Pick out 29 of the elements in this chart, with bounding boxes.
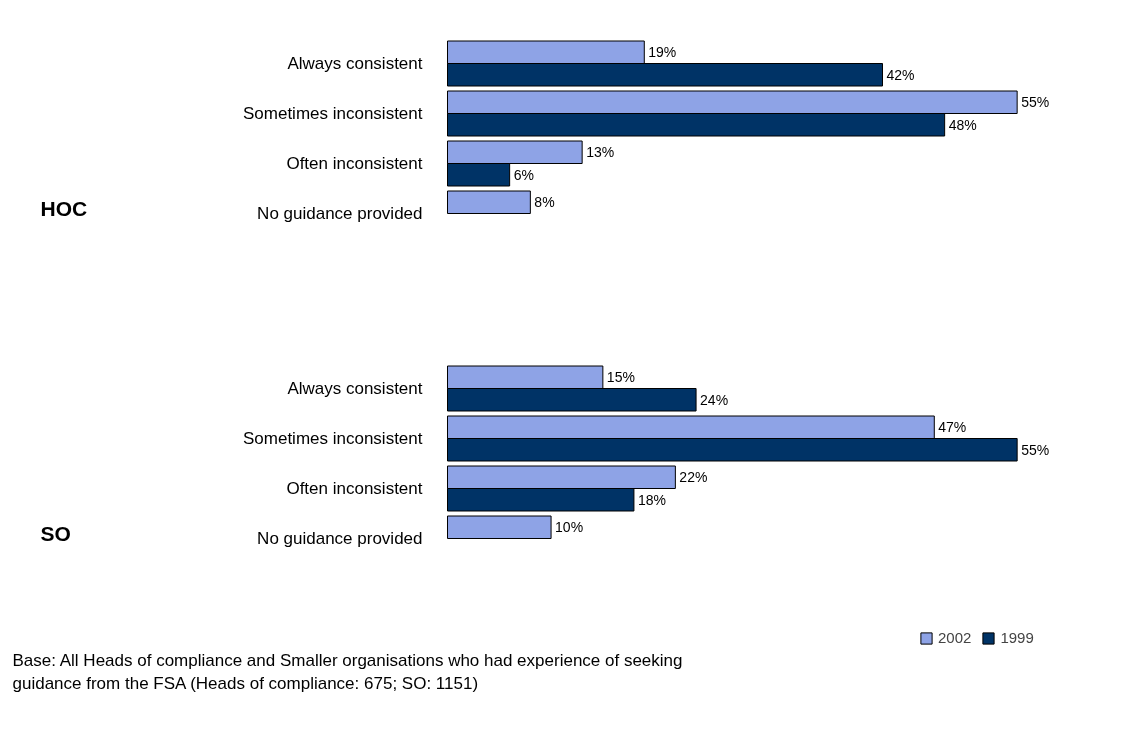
data-label: 18% <box>637 491 666 508</box>
data-label: 47% <box>938 419 967 436</box>
y-tick-label: Always consistent <box>287 379 423 398</box>
y-axis-title: SO <box>40 522 71 545</box>
y-tick-label: Always consistent <box>287 54 423 73</box>
data-label: 48% <box>948 116 977 133</box>
data-label: 13% <box>586 144 615 161</box>
data-label: 55% <box>1021 441 1050 458</box>
legend-label: 2002 <box>938 629 972 646</box>
text: Base: All Heads of compliance and Smaller organisations who had experience of seeking guidance from the FSA (Heads of compliance: 675; SO: 1151) <box>12 650 683 694</box>
y-tick-label: No guidance provided <box>257 204 423 223</box>
y-tick-label: Often inconsistent <box>286 154 423 173</box>
data-label: 24% <box>700 391 729 408</box>
legend-label: 1999 <box>1000 629 1034 646</box>
data-label: 6% <box>513 166 534 183</box>
y-tick-label: No guidance provided <box>257 529 423 548</box>
data-label: 8% <box>534 194 555 211</box>
data-label: 22% <box>679 469 708 486</box>
bar <box>447 515 552 539</box>
data-label: 15% <box>606 369 635 386</box>
y-tick-label: Often inconsistent <box>286 479 423 498</box>
data-label: 19% <box>648 44 677 61</box>
y-axis-title: HOC <box>40 197 88 220</box>
y-tick-label: Sometimes inconsistent <box>242 429 423 448</box>
data-label: 55% <box>1021 94 1050 111</box>
data-label: 42% <box>886 66 915 83</box>
y-tick-label: Sometimes inconsistent <box>242 104 423 123</box>
data-label: 10% <box>555 519 584 536</box>
bar <box>447 190 531 214</box>
